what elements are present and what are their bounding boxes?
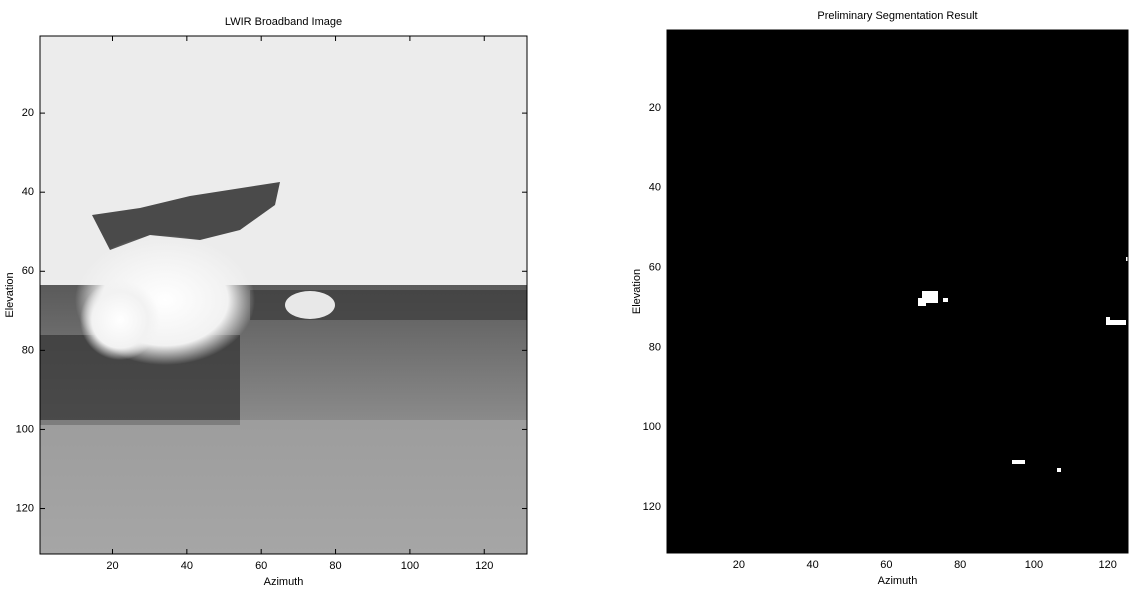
y-tick-label: 100 — [643, 421, 661, 433]
x-tick-label: 100 — [1025, 559, 1043, 571]
x-axis-label: Azimuth — [878, 575, 918, 587]
x-tick-label: 100 — [401, 560, 419, 572]
panel-title: Preliminary Segmentation Result — [817, 10, 977, 22]
x-tick-label: 80 — [954, 559, 966, 571]
x-tick-label: 40 — [181, 560, 193, 572]
y-tick-label: 60 — [649, 261, 661, 273]
x-tick-label: 120 — [475, 560, 493, 572]
x-tick-label: 60 — [880, 559, 892, 571]
lwir-image — [40, 36, 527, 554]
x-tick-label: 20 — [733, 559, 745, 571]
y-axis-label: Elevation — [4, 272, 16, 317]
x-tick-label: 40 — [807, 559, 819, 571]
x-tick-label: 60 — [255, 560, 267, 572]
y-tick-label: 120 — [643, 501, 661, 513]
y-tick-label: 40 — [22, 186, 34, 198]
y-tick-label: 60 — [22, 265, 34, 277]
y-axis-label: Elevation — [631, 269, 643, 314]
y-tick-label: 20 — [649, 102, 661, 114]
x-axis-label: Azimuth — [264, 576, 304, 588]
y-tick-label: 40 — [649, 182, 661, 194]
y-tick-label: 100 — [16, 423, 34, 435]
x-tick-label: 20 — [106, 560, 118, 572]
y-tick-label: 120 — [16, 502, 34, 514]
y-tick-label: 80 — [22, 344, 34, 356]
y-tick-label: 20 — [22, 107, 34, 119]
x-tick-label: 120 — [1099, 559, 1117, 571]
x-tick-label: 80 — [329, 560, 341, 572]
segmentation-image — [667, 30, 1129, 553]
figure: LWIR Broadband Image Azimuth Elevation 20 40… — [0, 0, 1132, 590]
y-tick-label: 80 — [649, 341, 661, 353]
panel-title: LWIR Broadband Image — [225, 16, 342, 28]
